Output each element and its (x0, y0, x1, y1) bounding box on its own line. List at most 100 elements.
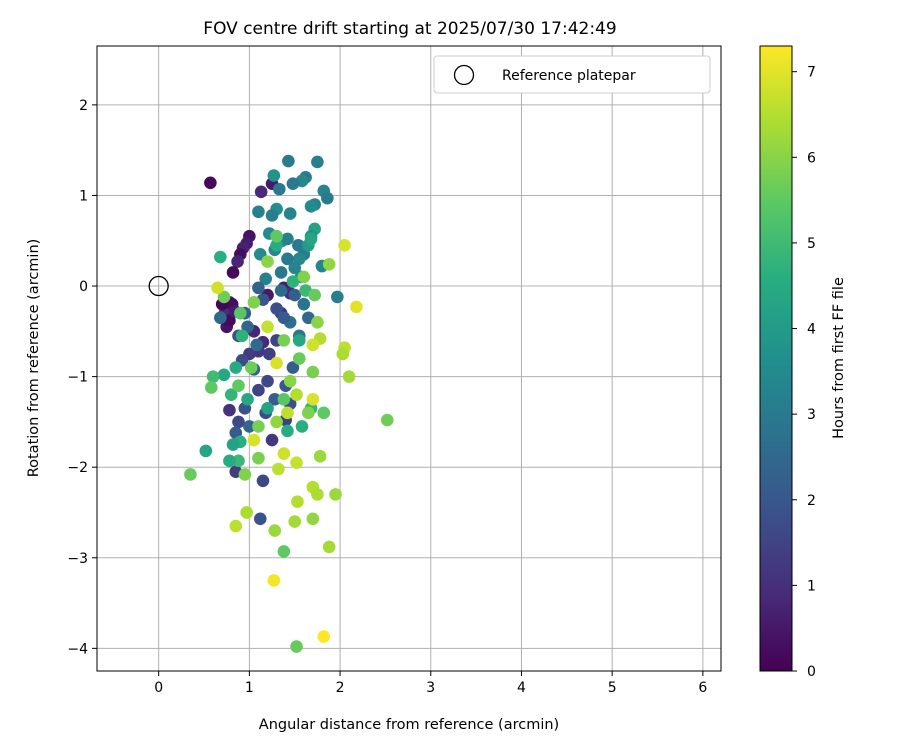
data-point (304, 200, 318, 213)
legend-label: Reference platepar (502, 68, 636, 84)
y-tick-label: 0 (79, 279, 88, 295)
data-point (206, 370, 220, 383)
colorbar-title: Hours from first FF file (831, 277, 847, 439)
data-point (274, 284, 288, 297)
data-point (313, 450, 327, 463)
data-point (253, 512, 267, 526)
data-point (247, 296, 261, 309)
colorbar-tick-label: 3 (807, 407, 816, 423)
colorbar-tick-label: 4 (807, 322, 816, 338)
data-point (277, 311, 291, 325)
data-point (261, 255, 274, 268)
data-point (283, 207, 297, 220)
data-point (214, 250, 227, 264)
data-point (311, 488, 324, 501)
x-tick-label: 1 (245, 680, 254, 696)
data-point (291, 495, 304, 508)
data-point (322, 540, 336, 554)
x-tick-label: 2 (336, 680, 345, 696)
colorbar-tick-label: 1 (807, 578, 816, 594)
data-point (204, 381, 218, 394)
data-point (317, 406, 331, 420)
reference-platepar-marker (148, 275, 169, 297)
colorbar-ticks: 0 1 2 3 4 5 6 7 (792, 65, 816, 680)
data-point (277, 545, 291, 558)
x-tick-label: 3 (426, 680, 435, 696)
data-point (329, 488, 342, 501)
data-point (263, 347, 276, 361)
colorbar-gradient-bar (760, 46, 792, 671)
data-point (238, 468, 252, 481)
data-point (288, 288, 302, 302)
data-point (252, 205, 265, 219)
y-tick-label: 1 (79, 188, 88, 204)
data-point (306, 392, 320, 406)
data-point (217, 290, 231, 304)
data-point (204, 176, 217, 190)
y-axis-title: Rotation from reference (arcmin) (26, 239, 42, 478)
x-tick-label: 4 (517, 680, 526, 696)
data-point (268, 524, 282, 537)
data-point (252, 420, 265, 433)
data-point (241, 320, 254, 334)
data-point (261, 374, 274, 388)
data-point (247, 433, 261, 447)
data-point (295, 420, 309, 433)
y-tick-label: −4 (67, 641, 88, 657)
x-axis-ticks: 0 1 2 3 4 5 6 (154, 671, 707, 696)
colorbar-tick-label: 6 (807, 150, 816, 166)
data-point (283, 374, 297, 388)
data-point (286, 361, 300, 374)
data-point (272, 462, 285, 476)
data-point (342, 370, 356, 383)
data-point (350, 300, 363, 314)
data-point (270, 302, 283, 315)
grid (97, 46, 721, 671)
data-point (273, 182, 286, 196)
data-point (234, 306, 247, 320)
data-points (184, 154, 394, 653)
data-point (311, 315, 324, 329)
data-point (270, 229, 283, 243)
data-point (232, 379, 245, 392)
y-tick-label: 2 (79, 98, 88, 114)
data-point (256, 474, 270, 488)
data-point (331, 290, 344, 304)
data-point (281, 252, 294, 266)
data-point (232, 415, 245, 429)
data-point (308, 288, 321, 302)
colorbar-tick-label: 5 (807, 236, 816, 252)
data-point (306, 365, 320, 379)
data-point (317, 630, 331, 643)
y-tick-label: −3 (67, 551, 88, 567)
x-tick-label: 5 (608, 680, 617, 696)
data-point (217, 368, 231, 382)
data-point (322, 257, 336, 271)
data-point (268, 392, 282, 406)
plot-frame (96, 45, 722, 672)
data-point (304, 232, 318, 246)
data-point (336, 347, 350, 361)
data-point (261, 402, 274, 415)
colorbar-tick-label: 7 (807, 65, 816, 81)
data-point (226, 438, 240, 451)
data-point (259, 272, 272, 286)
x-tick-label: 6 (698, 680, 707, 696)
data-point (321, 191, 334, 205)
data-point (199, 444, 213, 458)
data-point (223, 454, 236, 468)
data-point (224, 388, 238, 402)
data-point (281, 232, 294, 246)
data-point (232, 454, 245, 468)
data-point (184, 468, 197, 481)
legend: Reference platepar (433, 55, 711, 94)
data-point (241, 392, 254, 406)
data-point (277, 392, 291, 406)
data-point (277, 447, 291, 460)
data-point (243, 420, 256, 433)
colorbar-tick-label: 0 (807, 664, 816, 680)
colorbar-frame (759, 45, 793, 672)
data-point (302, 406, 315, 420)
data-point (265, 433, 279, 447)
